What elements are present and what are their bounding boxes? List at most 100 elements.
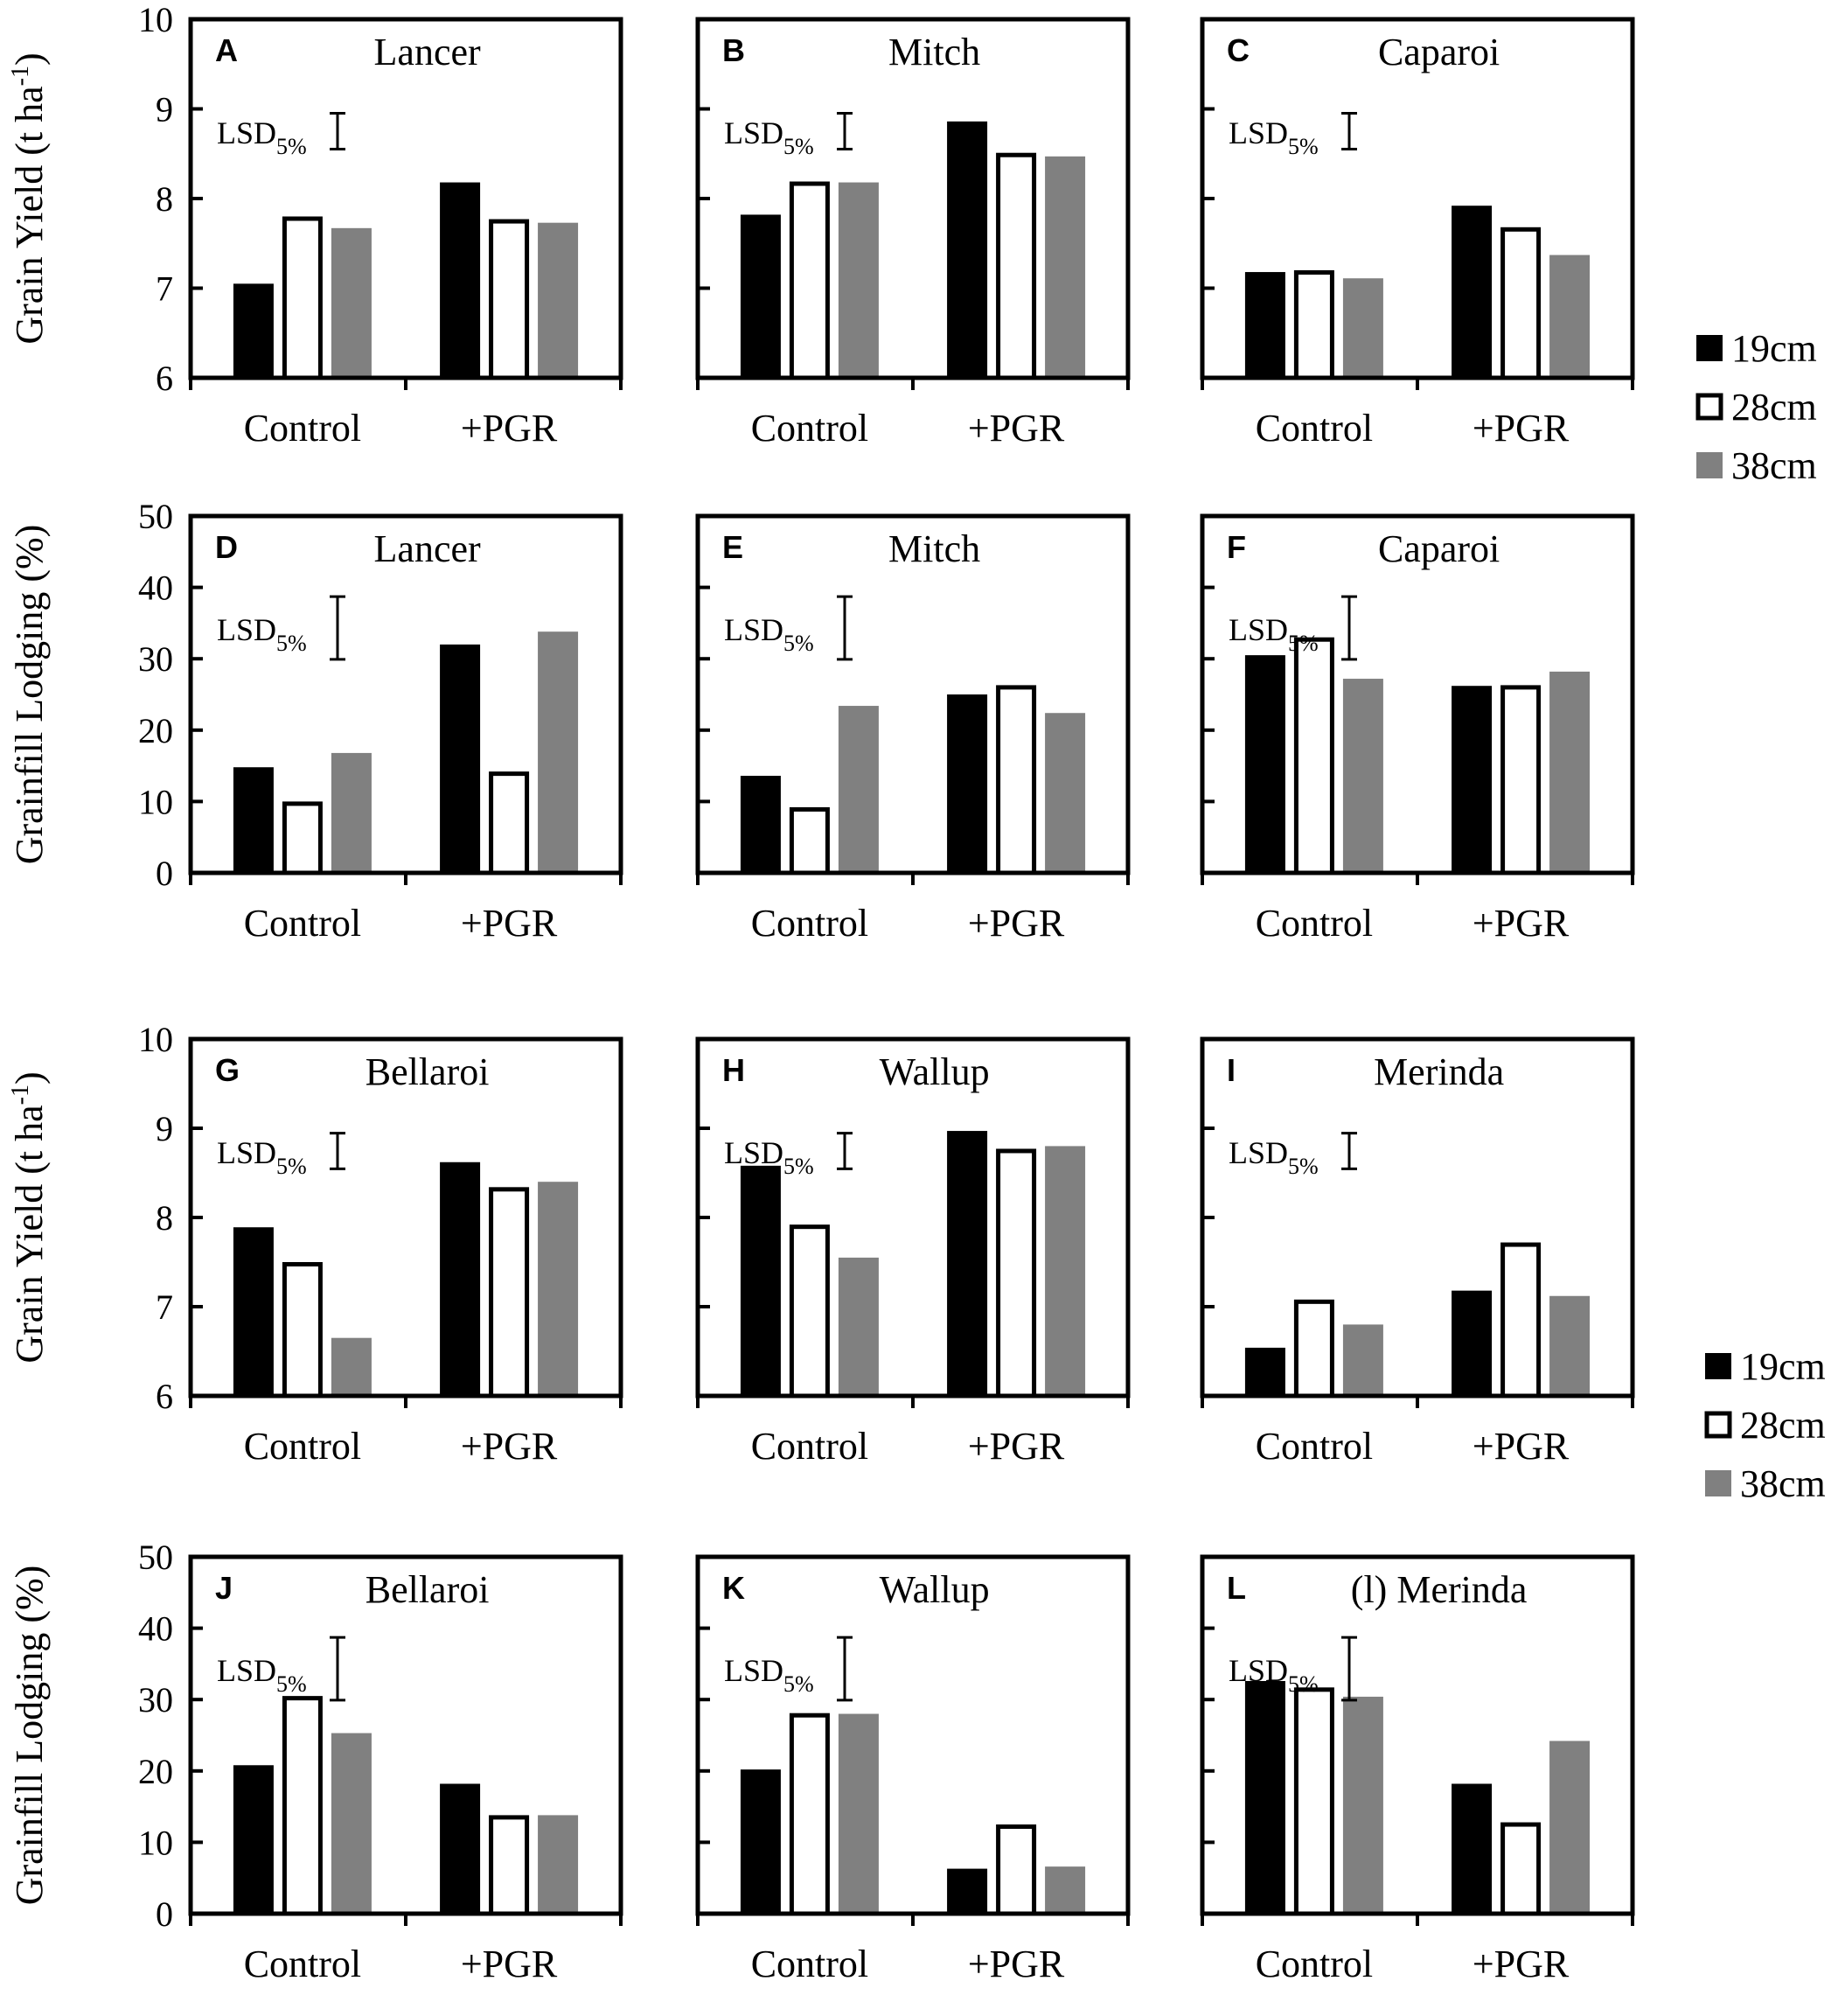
panel-a-bar-19cm-pgr <box>440 182 481 378</box>
panel-l-bar-28cm-control <box>1293 1687 1334 1916</box>
panel-b-bar-19cm-pgr <box>947 121 988 378</box>
panel-a-y-tick-label: 8 <box>156 179 173 219</box>
panel-l-bar-19cm-control <box>1244 1680 1285 1914</box>
panel-j-bar-19cm-control <box>233 1765 274 1914</box>
panel-h-title: Wallup <box>880 1050 990 1093</box>
panel-j-bar-38cm-control <box>331 1733 372 1914</box>
panel-h-bar-19cm-control <box>740 1165 781 1396</box>
panel-j: Control +PGR 0 10 20 30 40 50 Grainfill Lodging … <box>8 1538 623 1985</box>
panel-e-category-label: Control <box>751 902 868 945</box>
panel-a-lsd-label: LSD5% <box>217 115 307 159</box>
panel-d: Control +PGR 0 10 20 30 40 50 Grainfill Lodging … <box>8 497 623 945</box>
panel-c-category-label: Control <box>1256 407 1373 450</box>
panel-f-bar-28cm-pgr <box>1500 685 1542 875</box>
panel-a-title: Lancer <box>374 31 481 73</box>
panel-i-bar-19cm-pgr <box>1452 1290 1493 1396</box>
panel-j-y-tick-label: 10 <box>138 1823 173 1862</box>
panel-h-bar-38cm-pgr <box>1045 1146 1086 1396</box>
panel-b-category-label: +PGR <box>968 407 1065 450</box>
panel-d-bar-38cm-control <box>331 752 372 873</box>
panel-g-bar-28cm-pgr <box>489 1187 530 1399</box>
panel-c-lsd-label: LSD5% <box>1229 115 1319 159</box>
panel-g-bar-28cm-control <box>282 1262 323 1399</box>
panel-c-bar-19cm-pgr <box>1452 206 1493 378</box>
panel-i-bar-19cm-control <box>1244 1347 1285 1396</box>
panel-f-bar-28cm-control <box>1293 637 1334 875</box>
panel-i: Control +PGR I Merinda LSD5% <box>1200 1036 1635 1468</box>
panel-c-bar-28cm-pgr <box>1500 227 1542 380</box>
panel-k-bar-28cm-pgr <box>996 1824 1037 1916</box>
panel-b-letter: B <box>722 32 745 68</box>
panel-k-lsd-label: LSD5% <box>724 1653 814 1697</box>
panel-f-category-label: +PGR <box>1473 902 1570 945</box>
panel-h: Control +PGR H Wallup LSD5% <box>695 1036 1131 1468</box>
panel-a-bar-28cm-control <box>282 216 323 380</box>
panel-g-y-tick-label: 9 <box>156 1109 173 1148</box>
panel-a-category-label: +PGR <box>461 407 558 450</box>
panel-f-category-label: Control <box>1256 902 1373 945</box>
panel-c-title: Caparoi <box>1378 31 1500 73</box>
panel-i-bar-38cm-pgr <box>1549 1295 1591 1396</box>
panel-j-lsd-label: LSD5% <box>217 1653 307 1697</box>
panel-d-title: Lancer <box>374 527 481 570</box>
panel-a-category-label: Control <box>244 407 361 450</box>
panel-l-bar-28cm-pgr <box>1500 1822 1542 1916</box>
panel-l-title: (l) Merinda <box>1351 1568 1528 1611</box>
panel-c-bar-19cm-control <box>1244 272 1285 378</box>
panel-c-letter: C <box>1227 32 1250 68</box>
panel-j-letter: J <box>215 1570 233 1606</box>
panel-g-bar-38cm-pgr <box>538 1182 579 1396</box>
panel-c-bar-38cm-control <box>1342 278 1383 378</box>
panel-d-bar-28cm-pgr <box>489 771 530 875</box>
panel-l-bar-19cm-pgr <box>1452 1783 1493 1914</box>
panel-g-bar-38cm-control <box>331 1337 372 1396</box>
panel-g: Control +PGR 6 7 8 9 10 Grain Yield (t ha-1) G Be… <box>7 1020 623 1468</box>
panel-g-y-tick-label: 7 <box>156 1287 173 1327</box>
panel-f-letter: F <box>1227 529 1246 565</box>
panel-e-category-label: +PGR <box>968 902 1065 945</box>
panel-h-letter: H <box>722 1052 745 1088</box>
panel-a-y-tick-label: 7 <box>156 269 173 309</box>
panel-d-bar-28cm-control <box>282 801 323 875</box>
panel-c-bar-28cm-control <box>1293 270 1334 380</box>
panel-i-bar-38cm-control <box>1342 1324 1383 1396</box>
panel-g-lsd-label: LSD5% <box>217 1135 307 1179</box>
panel-i-category-label: +PGR <box>1473 1425 1570 1468</box>
panel-i-bar-28cm-pgr <box>1500 1242 1542 1399</box>
panel-b-bar-28cm-pgr <box>996 152 1037 380</box>
panel-c: Control +PGR C Caparoi LSD5% <box>1200 17 1635 450</box>
panel-e-title: Mitch <box>888 527 980 570</box>
panel-j-bar-28cm-pgr <box>489 1815 530 1916</box>
panel-h-category-label: +PGR <box>968 1425 1065 1468</box>
legend-swatch-19cm <box>1696 335 1723 361</box>
panel-g-bar-19cm-control <box>233 1227 274 1396</box>
panel-g-category-label: +PGR <box>461 1425 558 1468</box>
panel-k-bar-28cm-control <box>789 1713 830 1916</box>
panel-l-bar-38cm-control <box>1342 1696 1383 1914</box>
panel-b-bar-38cm-control <box>838 182 879 378</box>
panel-j-category-label: +PGR <box>461 1943 558 1985</box>
panel-j-title: Bellaroi <box>366 1568 490 1611</box>
legend-label-28cm: 28cm <box>1740 1404 1826 1447</box>
panel-d-bar-38cm-pgr <box>538 631 579 873</box>
panel-f: Control +PGR F Caparoi LSD5% <box>1200 513 1635 945</box>
panel-h-bar-19cm-pgr <box>947 1131 988 1396</box>
panel-a: Control +PGR 6 7 8 9 10 Grain Yield (t ha-1) A La… <box>7 0 623 450</box>
panel-j-bar-19cm-pgr <box>440 1783 481 1914</box>
panel-d-bar-19cm-pgr <box>440 644 481 873</box>
panel-e-bar-38cm-control <box>838 706 879 873</box>
panel-l: Control +PGR L (l) Merinda LSD5% <box>1200 1554 1635 1985</box>
panel-l-lsd-label: LSD5% <box>1229 1653 1319 1697</box>
panel-d-y-tick-label: 50 <box>138 497 173 536</box>
panel-d-y-axis-label: Grainfill Lodging (%) <box>8 525 51 865</box>
panel-b-lsd-label: LSD5% <box>724 115 814 159</box>
panel-h-lsd-label: LSD5% <box>724 1135 814 1179</box>
panel-a-y-axis-label: Grain Yield (t ha-1) <box>7 52 51 344</box>
legend-label-38cm: 38cm <box>1731 444 1817 487</box>
panel-d-category-label: Control <box>244 902 361 945</box>
panel-c-bar-38cm-pgr <box>1549 255 1591 378</box>
legend-swatch-28cm <box>1695 393 1723 421</box>
panel-d-y-tick-label: 20 <box>138 711 173 750</box>
legend-1: 19cm 28cm 38cm <box>1695 327 1817 487</box>
